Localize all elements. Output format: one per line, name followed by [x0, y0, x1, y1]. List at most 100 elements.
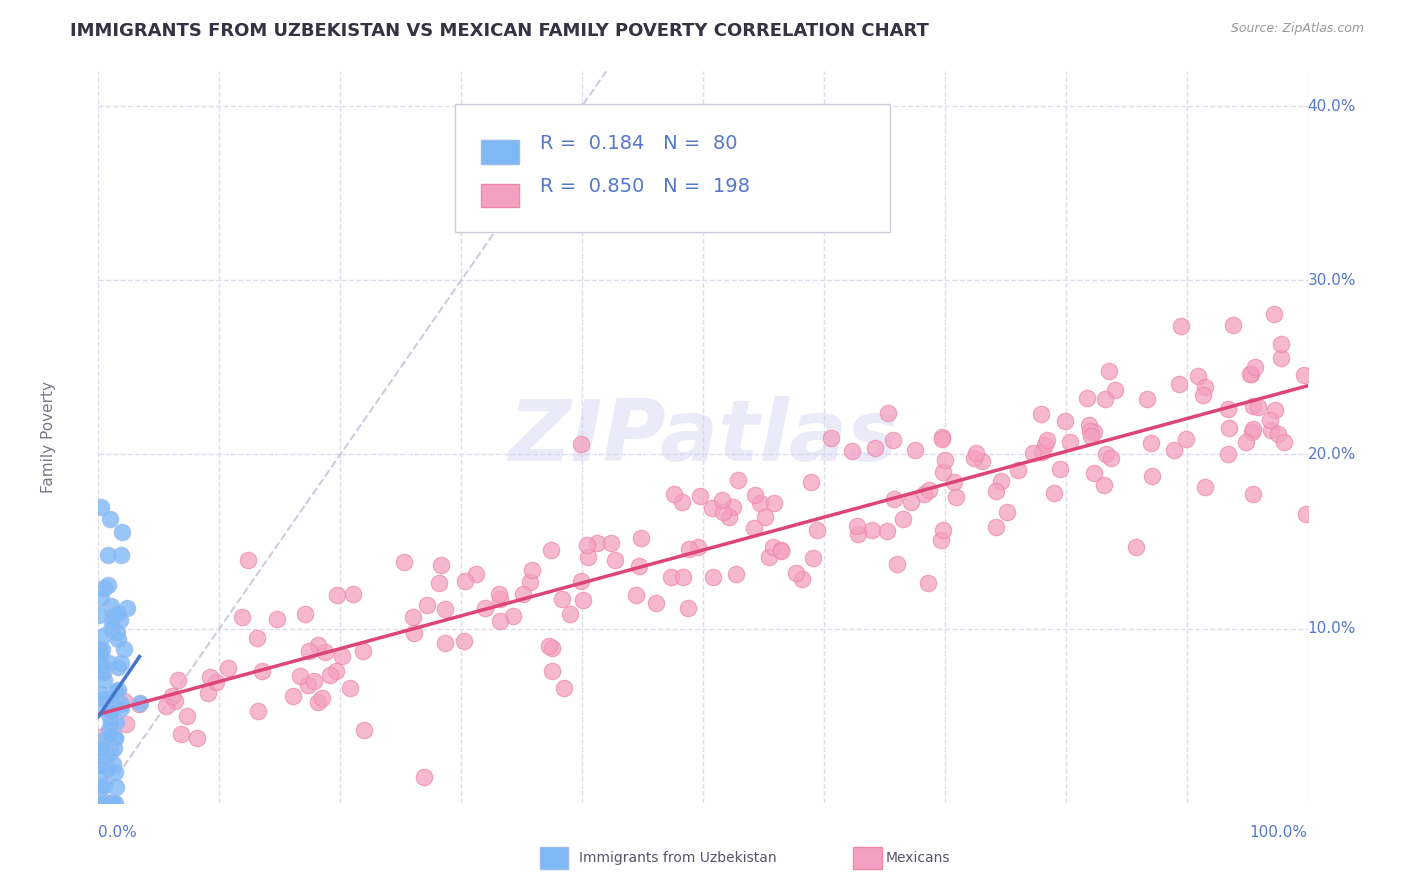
- Point: [115, 717, 138, 731]
- Point: [1216, 446, 1239, 460]
- Point: [1270, 351, 1292, 365]
- Point: [820, 431, 842, 445]
- Point: [94, 700, 117, 714]
- Point: [96, 796, 118, 810]
- Point: [1083, 425, 1105, 439]
- Point: [155, 699, 177, 714]
- FancyBboxPatch shape: [481, 184, 519, 208]
- Point: [93, 582, 115, 596]
- Point: [98, 728, 121, 742]
- Point: [662, 487, 685, 501]
- Point: [413, 770, 436, 784]
- Point: [934, 453, 956, 467]
- Point: [630, 531, 652, 545]
- Point: [1049, 462, 1071, 476]
- Point: [551, 591, 574, 606]
- Point: [97, 656, 120, 670]
- Point: [917, 483, 939, 498]
- Point: [198, 670, 221, 684]
- Point: [101, 756, 124, 771]
- Point: [105, 625, 128, 640]
- Point: [931, 523, 953, 537]
- Point: [97, 747, 120, 761]
- Point: [1136, 392, 1159, 406]
- Point: [1239, 368, 1261, 382]
- Point: [90, 765, 112, 780]
- Point: [860, 523, 883, 537]
- Point: [541, 640, 564, 655]
- Point: [605, 553, 627, 567]
- Point: [104, 731, 127, 745]
- Point: [91, 796, 114, 810]
- Point: [100, 599, 122, 613]
- Point: [1263, 307, 1285, 321]
- Point: [97, 761, 120, 775]
- Point: [1218, 421, 1240, 435]
- Point: [1241, 399, 1264, 413]
- Point: [103, 741, 125, 756]
- Point: [90, 500, 112, 514]
- Point: [770, 544, 793, 558]
- Point: [100, 693, 122, 707]
- Point: [186, 731, 208, 745]
- Point: [540, 542, 562, 557]
- Point: [100, 796, 122, 810]
- Point: [97, 796, 120, 810]
- Point: [110, 697, 132, 711]
- Point: [163, 693, 186, 707]
- Point: [1241, 487, 1264, 501]
- Point: [128, 697, 150, 711]
- Point: [90, 591, 112, 605]
- Point: [90, 756, 112, 770]
- Point: [1021, 446, 1043, 460]
- Point: [352, 644, 374, 658]
- Point: [1270, 337, 1292, 351]
- Point: [1080, 429, 1102, 443]
- Point: [502, 608, 524, 623]
- Point: [96, 796, 118, 810]
- Point: [863, 442, 886, 456]
- Point: [204, 674, 226, 689]
- Point: [721, 500, 744, 514]
- Point: [319, 668, 342, 682]
- Point: [512, 587, 534, 601]
- Point: [87, 644, 110, 658]
- Point: [876, 406, 898, 420]
- Point: [236, 553, 259, 567]
- Point: [298, 644, 321, 658]
- Point: [806, 523, 828, 537]
- Point: [89, 655, 111, 669]
- Point: [108, 613, 131, 627]
- Point: [900, 495, 922, 509]
- Point: [107, 683, 129, 698]
- Point: [101, 796, 124, 810]
- Point: [90, 647, 112, 661]
- Point: [246, 704, 269, 718]
- Point: [1175, 432, 1198, 446]
- Point: [1007, 463, 1029, 477]
- Point: [876, 524, 898, 538]
- Point: [1125, 540, 1147, 554]
- Point: [167, 673, 190, 688]
- Point: [785, 566, 807, 581]
- Point: [250, 664, 273, 678]
- Point: [1240, 367, 1263, 381]
- Point: [600, 535, 623, 549]
- Point: [110, 701, 132, 715]
- Point: [1163, 442, 1185, 457]
- Text: 20.0%: 20.0%: [1308, 447, 1355, 462]
- Point: [489, 592, 512, 607]
- Point: [537, 640, 560, 654]
- Point: [100, 706, 122, 720]
- Point: [569, 574, 592, 589]
- Point: [970, 454, 993, 468]
- Point: [402, 609, 425, 624]
- Point: [90, 780, 112, 794]
- Point: [1264, 402, 1286, 417]
- Point: [1098, 364, 1121, 378]
- Point: [100, 615, 122, 629]
- Point: [160, 689, 183, 703]
- Point: [176, 709, 198, 723]
- Point: [307, 638, 329, 652]
- Point: [749, 496, 772, 510]
